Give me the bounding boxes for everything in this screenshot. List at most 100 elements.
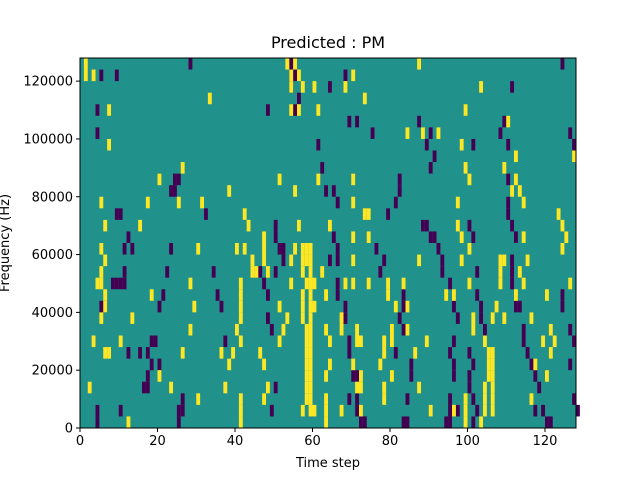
low-cell xyxy=(215,289,220,301)
high-cell xyxy=(424,335,429,348)
high-cell xyxy=(324,416,329,428)
low-cell xyxy=(568,127,573,139)
low-cell xyxy=(269,404,274,417)
low-cell xyxy=(432,150,437,163)
low-cell xyxy=(114,69,119,82)
plot-area xyxy=(79,57,580,429)
low-cell xyxy=(533,370,538,382)
high-cell xyxy=(479,81,484,93)
high-cell xyxy=(107,138,112,151)
high-cell xyxy=(262,231,267,243)
high-cell xyxy=(188,323,193,336)
y-tick-label: 120000 xyxy=(23,75,73,90)
y-tick-label: 100000 xyxy=(23,132,73,147)
high-cell xyxy=(308,277,313,290)
high-cell xyxy=(103,300,108,313)
low-cell xyxy=(169,243,174,255)
high-cell xyxy=(552,335,557,348)
low-cell xyxy=(409,358,414,371)
high-cell xyxy=(386,277,391,290)
low-cell xyxy=(204,208,208,220)
high-cell xyxy=(339,404,344,417)
high-cell xyxy=(351,358,356,371)
high-cell xyxy=(300,404,305,417)
y-tick-label: 60000 xyxy=(32,248,73,263)
high-cell xyxy=(517,185,522,197)
high-cell xyxy=(463,393,468,405)
high-cell xyxy=(328,358,332,371)
low-cell xyxy=(506,173,511,186)
low-cell xyxy=(122,266,127,278)
low-cell xyxy=(409,370,414,382)
low-cell xyxy=(471,138,476,151)
low-cell xyxy=(266,104,270,116)
low-cell xyxy=(297,92,301,105)
low-cell xyxy=(502,115,507,128)
high-cell xyxy=(87,381,92,394)
high-cell xyxy=(506,115,511,128)
low-cell xyxy=(145,347,150,359)
low-cell xyxy=(347,347,352,359)
high-cell xyxy=(393,300,398,313)
low-cell xyxy=(510,266,515,278)
high-cell xyxy=(467,277,472,290)
low-cell xyxy=(180,404,185,417)
high-cell xyxy=(254,266,259,278)
high-cell xyxy=(308,393,313,405)
high-cell xyxy=(103,219,108,232)
high-cell xyxy=(262,243,267,255)
low-cell xyxy=(142,381,146,394)
low-cell xyxy=(382,254,387,267)
high-cell xyxy=(277,173,282,186)
low-cell xyxy=(355,370,360,382)
low-cell xyxy=(560,289,565,301)
low-cell xyxy=(355,115,360,128)
high-cell xyxy=(572,150,577,163)
high-cell xyxy=(242,208,247,220)
high-cell xyxy=(479,416,484,428)
high-cell xyxy=(343,81,348,93)
low-cell xyxy=(452,370,456,382)
high-cell xyxy=(452,289,456,301)
high-cell xyxy=(250,254,255,267)
low-cell xyxy=(510,254,515,267)
high-cell xyxy=(304,254,309,267)
low-cell xyxy=(475,404,480,417)
low-cell xyxy=(258,266,263,278)
low-cell xyxy=(401,289,406,301)
high-cell xyxy=(405,323,410,336)
low-cell xyxy=(397,185,402,197)
low-cell xyxy=(289,58,294,70)
high-cell xyxy=(355,381,360,394)
low-cell xyxy=(525,347,530,359)
high-cell xyxy=(304,323,309,336)
high-cell xyxy=(564,231,569,243)
high-cell xyxy=(91,335,96,348)
high-cell xyxy=(359,370,363,382)
low-cell xyxy=(145,370,150,382)
low-cell xyxy=(393,347,398,359)
high-cell xyxy=(483,335,487,348)
high-cell xyxy=(308,335,313,348)
high-cell xyxy=(266,381,270,394)
low-cell xyxy=(355,393,360,405)
high-cell xyxy=(382,335,387,348)
low-cell xyxy=(374,243,379,255)
high-cell xyxy=(355,335,360,348)
high-cell xyxy=(548,347,553,359)
high-cell xyxy=(455,219,460,232)
high-cell xyxy=(514,289,518,301)
high-cell xyxy=(262,254,267,267)
low-cell xyxy=(343,69,348,82)
high-cell xyxy=(312,300,317,313)
low-cell xyxy=(188,58,193,70)
low-cell xyxy=(401,323,406,336)
high-cell xyxy=(312,277,317,290)
low-cell xyxy=(359,416,363,428)
high-cell xyxy=(428,404,433,417)
low-cell xyxy=(266,312,270,324)
low-cell xyxy=(514,231,518,243)
low-cell xyxy=(448,347,453,359)
high-cell xyxy=(545,289,549,301)
low-cell xyxy=(424,138,429,151)
